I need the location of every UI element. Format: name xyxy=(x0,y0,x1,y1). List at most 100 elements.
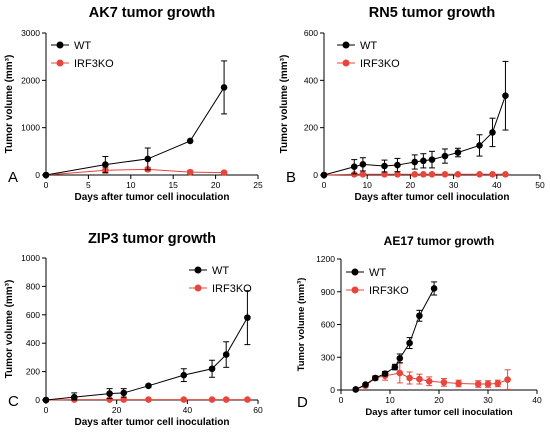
y-tick-label-a: 1000 xyxy=(21,123,40,133)
data-point-irf3ko xyxy=(180,396,188,403)
x-tick-label-d: 10 xyxy=(385,395,395,405)
data-point-irf3ko xyxy=(222,396,230,403)
legend-swatch-marker xyxy=(351,286,359,294)
chart-title-a: AK7 tumor growth xyxy=(89,5,215,21)
data-point-wt xyxy=(489,129,496,136)
legend-d: WT IRF3KO xyxy=(346,267,409,297)
data-point-irf3ko xyxy=(425,377,433,385)
legend-a: WT IRF3KO xyxy=(51,40,114,70)
x-tick-label-a: 25 xyxy=(253,180,263,190)
series-wt-a xyxy=(42,60,228,179)
data-point-irf3ko xyxy=(244,396,251,403)
series-irf3ko-d xyxy=(352,362,511,393)
data-point-wt xyxy=(120,389,128,397)
data-point-irf3ko xyxy=(494,380,502,387)
data-point-wt xyxy=(411,158,419,166)
data-point-irf3ko xyxy=(454,170,462,178)
y-tick-label-a: 2000 xyxy=(21,75,40,85)
data-point-wt xyxy=(362,381,369,388)
y-tick-label-c: 1000 xyxy=(21,253,40,263)
data-point-irf3ko xyxy=(502,170,509,178)
x-tick-label-d: 0 xyxy=(339,395,344,405)
data-point-irf3ko xyxy=(489,170,496,178)
x-tick-label-d: 30 xyxy=(483,395,493,405)
chart-title-c: ZIP3 tumor growth xyxy=(88,231,216,247)
legend-label-irf3ko: IRF3KO xyxy=(74,58,114,70)
data-point-wt xyxy=(208,365,216,373)
panel-c: ZIP3 tumor growth 0 200 400 600 800 1000 0 20 40 6… xyxy=(4,231,263,428)
series-irf3ko-a xyxy=(42,166,228,179)
data-point-irf3ko xyxy=(381,170,388,178)
legend-label-irf3ko: IRF3KO xyxy=(212,283,252,295)
data-point-irf3ko xyxy=(428,170,436,178)
x-tick-label-c: 20 xyxy=(112,405,122,415)
data-point-irf3ko xyxy=(441,170,449,178)
x-tick-label-a: 5 xyxy=(86,180,91,190)
data-point-irf3ko xyxy=(455,380,462,387)
panel-letter-a: A xyxy=(8,169,18,186)
legend-swatch-marker xyxy=(56,59,64,67)
y-tick-label-a: 0 xyxy=(35,170,40,180)
data-point-wt xyxy=(144,155,152,163)
data-point-wt xyxy=(42,171,50,179)
x-axis-label-c: Days after tumor cell inoculation xyxy=(74,417,229,428)
y-tick-label-d: 900 xyxy=(321,287,335,297)
data-point-wt xyxy=(70,393,78,401)
y-tick-label-d: 0 xyxy=(330,385,335,395)
series-wt-c xyxy=(42,290,251,404)
data-point-irf3ko xyxy=(359,170,367,178)
data-point-irf3ko xyxy=(145,396,152,403)
x-tick-label-a: 20 xyxy=(211,180,221,190)
legend-swatch-marker xyxy=(194,284,202,292)
legend-label-wt: WT xyxy=(369,267,386,279)
data-point-irf3ko xyxy=(504,376,511,383)
x-tick-label-c: 60 xyxy=(253,405,263,415)
x-tick-label-c: 40 xyxy=(183,405,193,415)
series-wt-b xyxy=(320,60,509,179)
series-irf3ko-c xyxy=(42,396,251,404)
data-point-wt xyxy=(428,156,436,163)
data-point-wt xyxy=(220,84,228,91)
y-tick-label-c: 800 xyxy=(26,281,40,291)
y-tick-label-c: 600 xyxy=(26,310,40,320)
y-tick-label-a: 3000 xyxy=(21,28,40,38)
data-point-wt xyxy=(502,92,509,100)
chart-title-b: RN5 tumor growth xyxy=(369,5,495,21)
x-axis-label-d: Days after tumor cell inoculation xyxy=(365,407,512,418)
y-axis-label-b: Tumor volume (mm³) xyxy=(279,55,290,154)
legend-label-irf3ko: IRF3KO xyxy=(360,58,400,70)
data-point-wt xyxy=(476,142,483,149)
data-point-irf3ko xyxy=(484,380,492,388)
x-tick-label-b: 20 xyxy=(406,180,416,190)
x-tick-label-a: 0 xyxy=(44,180,49,190)
y-tick-label-d: 300 xyxy=(321,352,335,362)
data-point-wt xyxy=(381,162,388,170)
y-tick-label-c: 400 xyxy=(26,338,40,348)
data-point-wt xyxy=(359,161,367,168)
x-axis-label-a: Days after tumor cell inoculation xyxy=(74,192,229,203)
legend-swatch-marker xyxy=(194,266,202,274)
x-tick-label-a: 10 xyxy=(126,180,136,190)
data-point-irf3ko xyxy=(474,380,482,388)
x-tick-label-d: 20 xyxy=(434,395,444,405)
data-point-irf3ko xyxy=(120,396,128,403)
data-point-irf3ko xyxy=(220,169,228,176)
data-point-wt xyxy=(406,339,413,347)
x-tick-label-d: 40 xyxy=(532,395,542,405)
data-point-irf3ko xyxy=(440,379,448,386)
data-point-wt xyxy=(381,370,389,377)
y-axis-label-a: Tumor volume (mm³) xyxy=(4,55,15,154)
y-tick-label-b: 400 xyxy=(304,75,318,85)
x-tick-label-b: 0 xyxy=(322,180,327,190)
data-point-wt xyxy=(430,285,438,292)
panel-letter-c: C xyxy=(8,393,19,410)
legend-b: WT IRF3KO xyxy=(337,40,400,70)
data-point-wt xyxy=(352,386,360,393)
legend-label-wt: WT xyxy=(74,40,91,52)
data-point-irf3ko xyxy=(396,369,404,377)
panel-letter-d: D xyxy=(297,394,308,411)
data-point-wt xyxy=(102,161,109,168)
series-wt-d xyxy=(352,281,438,393)
data-point-wt xyxy=(145,382,152,390)
